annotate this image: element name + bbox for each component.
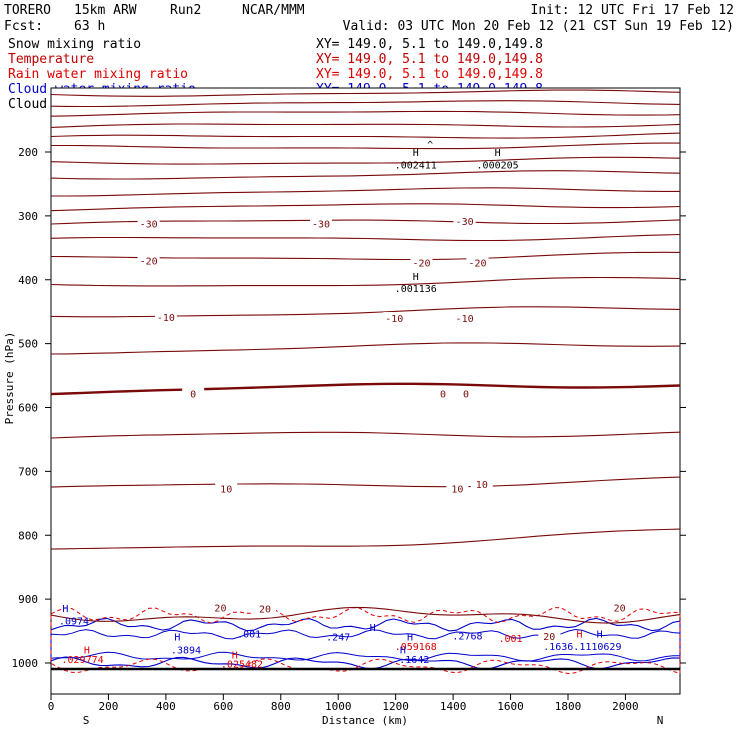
forecast-label: Fcst: bbox=[4, 19, 43, 34]
maximum-label: .1636.1110629 bbox=[543, 642, 621, 653]
temperature-label: 20 bbox=[214, 603, 226, 614]
maximum-label: H bbox=[174, 633, 180, 644]
header: TORERO 15km ARW Run2 NCAR/MMM Init: 12 U… bbox=[4, 3, 734, 34]
x-tick-label: 600 bbox=[213, 700, 233, 713]
forecast-hour: 63 h bbox=[74, 19, 105, 34]
temperature-label: 10 bbox=[451, 485, 463, 496]
y-tick-label: 700 bbox=[18, 465, 38, 478]
legend-label: Temperature bbox=[8, 52, 94, 67]
maximum-label: .001 bbox=[237, 629, 261, 640]
x-axis-title: Distance (km) bbox=[322, 714, 408, 727]
y-tick-label: 1000 bbox=[12, 657, 39, 670]
temperature-label: 20 bbox=[259, 605, 271, 616]
temperature-label: 0 bbox=[190, 389, 196, 400]
x-tick-label: 400 bbox=[156, 700, 176, 713]
maximum-label: .001136 bbox=[395, 284, 437, 295]
x-axis-north-label: N bbox=[657, 714, 664, 727]
maximum-label: .002411 bbox=[395, 161, 437, 172]
temperature-label: -10 bbox=[385, 314, 403, 325]
temperature-label: -30 bbox=[312, 220, 330, 231]
maximum-label: .3894 bbox=[171, 645, 201, 656]
y-tick-label: 500 bbox=[18, 338, 38, 351]
maximum-label: H bbox=[413, 272, 419, 283]
cross-section-figure: TORERO 15km ARW Run2 NCAR/MMM Init: 12 U… bbox=[0, 0, 740, 740]
x-tick-label: 0 bbox=[48, 700, 55, 713]
y-axis-title: Pressure (hPa) bbox=[3, 332, 16, 425]
x-tick-label: 1800 bbox=[555, 700, 582, 713]
model-org: NCAR/MMM bbox=[242, 3, 305, 18]
x-axis-south-label: S bbox=[83, 714, 90, 727]
legend-label: Rain water mixing ratio bbox=[8, 67, 188, 82]
maximum-label: H bbox=[370, 623, 376, 634]
x-tick-label: 800 bbox=[271, 700, 291, 713]
model-run: Run2 bbox=[170, 3, 201, 18]
valid-time: Valid: 03 UTC Mon 20 Feb 12 (21 CST Sun … bbox=[343, 19, 734, 34]
model-resolution: 15km ARW bbox=[74, 3, 137, 18]
temperature-label: 10 bbox=[476, 480, 488, 491]
temperature-label: -20 bbox=[412, 259, 430, 270]
maximum-label: .001 bbox=[498, 634, 522, 645]
y-tick-label: 400 bbox=[18, 274, 38, 287]
x-tick-label: 2000 bbox=[612, 700, 639, 713]
temperature-label: -30 bbox=[140, 220, 158, 231]
maximum-label: .0974 bbox=[59, 617, 89, 628]
maximum-label: H bbox=[597, 629, 603, 640]
y-tick-label: 200 bbox=[18, 146, 38, 159]
y-tick-label: 300 bbox=[18, 210, 38, 223]
model-name: TORERO bbox=[4, 3, 51, 18]
temperature-label: -20 bbox=[140, 257, 158, 268]
maximum-label: .029774 bbox=[62, 655, 104, 666]
maximum-label: .000205 bbox=[477, 161, 519, 172]
x-tick-label: 1600 bbox=[497, 700, 524, 713]
maximum-label: .1642 bbox=[399, 655, 429, 666]
maximum-label: H bbox=[495, 148, 501, 159]
x-tick-label: 1400 bbox=[440, 700, 467, 713]
x-tick-label: 200 bbox=[99, 700, 119, 713]
x-axis: 0 200 400 600 800 1000 1200 1400 1600 1800 2000 bbox=[48, 694, 639, 713]
maximum-label: H bbox=[576, 629, 582, 640]
temperature-label: -20 bbox=[468, 259, 486, 270]
legend-range: XY= 149.0, 5.1 to 149.0,149.8 bbox=[316, 52, 543, 67]
x-tick-label: 1000 bbox=[325, 700, 352, 713]
legend-range: XY= 149.0, 5.1 to 149.0,149.8 bbox=[316, 67, 543, 82]
y-tick-label: 800 bbox=[18, 529, 38, 542]
temperature-label: -30 bbox=[456, 217, 474, 228]
maximum-label: H bbox=[413, 148, 419, 159]
maximum-label: .247 bbox=[326, 633, 350, 644]
y-tick-label: 600 bbox=[18, 402, 38, 415]
legend-range: XY= 149.0, 5.1 to 149.0,149.8 bbox=[316, 37, 543, 52]
plot-area: -30 -30 -30 -20 -20 -20 -10 -10 -10 0 0 0 10 10 10 20 20… bbox=[51, 88, 680, 694]
maximum-label: H bbox=[62, 604, 68, 615]
init-time: Init: 12 UTC Fri 17 Feb 12 bbox=[531, 3, 735, 18]
x-tick-label: 1200 bbox=[382, 700, 409, 713]
temperature-label: 0 bbox=[440, 389, 446, 400]
temperature-label: 20 bbox=[614, 603, 626, 614]
maximum-label: .2768 bbox=[452, 631, 482, 642]
temperature-label: 0 bbox=[463, 389, 469, 400]
y-tick-label: 900 bbox=[18, 593, 38, 606]
temperature-label: 10 bbox=[220, 485, 232, 496]
temperature-label: -10 bbox=[157, 313, 175, 324]
maximum-label: ^ bbox=[427, 140, 433, 151]
legend-label: Snow mixing ratio bbox=[8, 37, 141, 52]
temperature-label: -10 bbox=[456, 314, 474, 325]
